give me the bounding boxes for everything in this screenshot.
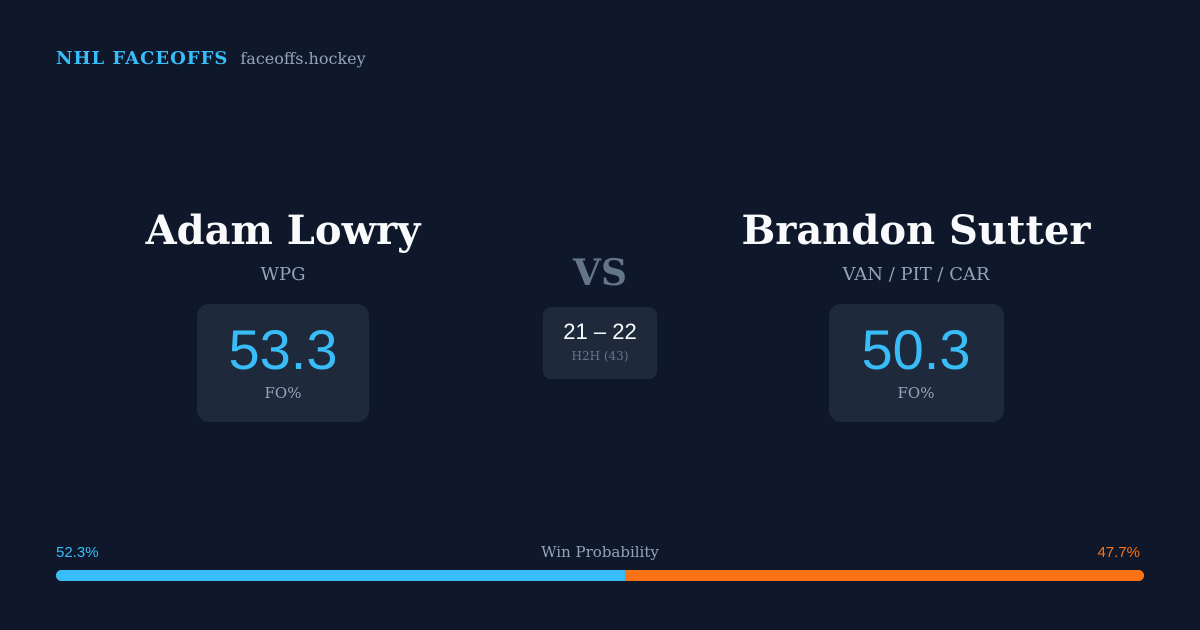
h2h-card: 21 – 22 H2H (43) [543, 307, 657, 379]
h2h-score: 21 – 22 [563, 319, 637, 344]
win-probability-left-label: 52.3% [56, 544, 99, 561]
win-probability-bar-right [625, 570, 1144, 581]
player-left-name: Adam Lowry [145, 207, 421, 254]
win-probability-bar [56, 570, 1144, 581]
player-left-team: WPG [260, 264, 306, 285]
player-left: Adam Lowry WPG 53.3 FO% [123, 205, 443, 422]
player-left-fo-card: 53.3 FO% [197, 304, 369, 422]
player-left-fo-value: 53.3 [228, 318, 338, 381]
player-right-fo-label: FO% [897, 384, 935, 402]
player-left-fo-label: FO% [264, 384, 302, 402]
win-probability-bar-left [56, 570, 626, 581]
win-probability-title: Win Probability [541, 543, 659, 561]
player-right-team: VAN / PIT / CAR [842, 264, 990, 285]
player-right-name: Brandon Sutter [741, 207, 1091, 254]
player-right-fo-value: 50.3 [861, 318, 971, 381]
player-right: Brandon Sutter VAN / PIT / CAR 50.3 FO% [716, 205, 1116, 422]
brand-name[interactable]: NHL FACEOFFS [56, 48, 229, 69]
brand-header: NHL FACEOFFS faceoffs.hockey [56, 48, 366, 69]
vs-label: VS [573, 252, 627, 294]
brand-domain[interactable]: faceoffs.hockey [240, 49, 366, 68]
h2h-label: H2H (43) [571, 349, 629, 363]
player-right-fo-card: 50.3 FO% [828, 304, 1004, 422]
win-probability-right-label: 47.7% [1097, 544, 1140, 561]
